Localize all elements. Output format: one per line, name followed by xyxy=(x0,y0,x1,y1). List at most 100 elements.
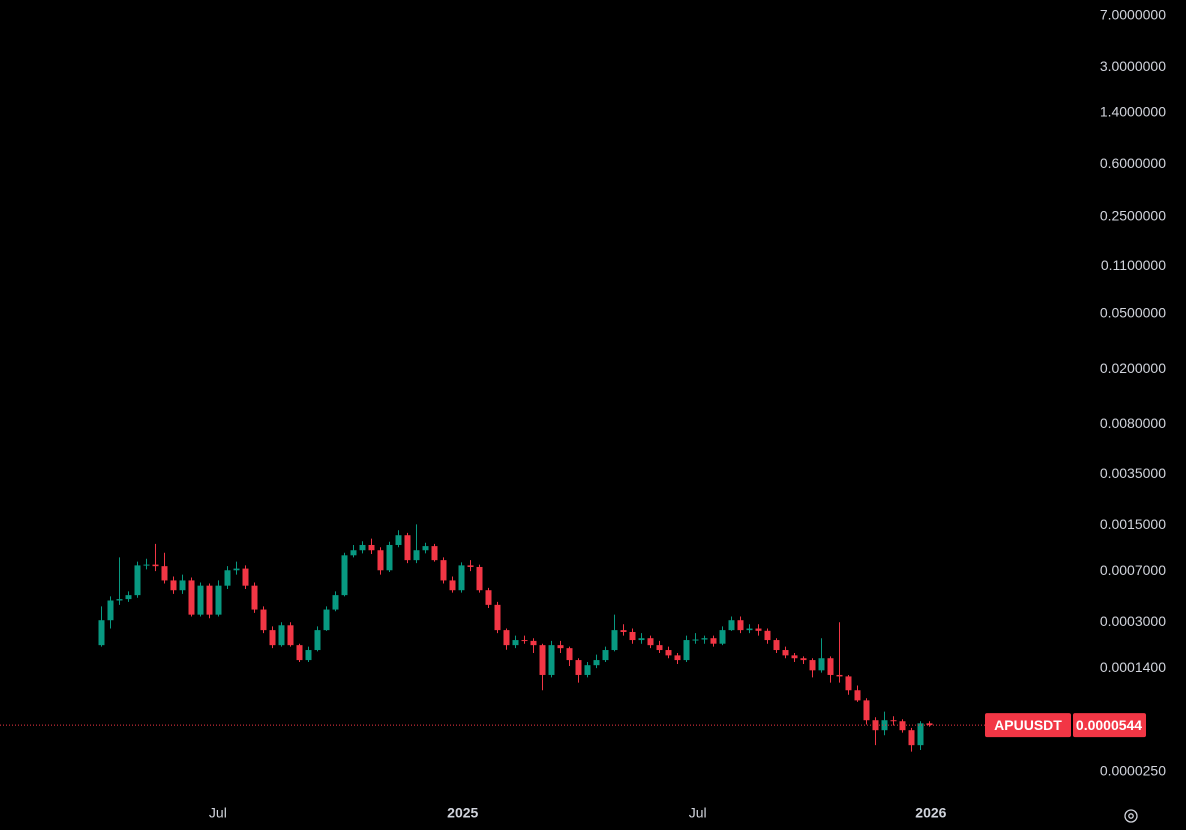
candle-body xyxy=(323,609,330,631)
y-tick-label: 0.0003000 xyxy=(1100,613,1166,629)
candle-body xyxy=(476,566,483,591)
candle-body xyxy=(530,640,537,646)
candle-body xyxy=(143,564,150,566)
candle-body xyxy=(116,599,123,601)
candle-body xyxy=(170,580,177,591)
candle-body xyxy=(701,638,708,640)
candle-body xyxy=(782,650,789,656)
candle-body xyxy=(377,550,384,571)
candle-body xyxy=(224,570,231,586)
candle-body xyxy=(449,580,456,591)
candle-body xyxy=(566,648,573,661)
candle-body xyxy=(98,620,105,646)
candle-body xyxy=(755,628,762,631)
candle-body xyxy=(719,630,726,644)
candle-body xyxy=(161,566,168,581)
candle-body xyxy=(314,630,321,651)
y-tick-label: 3.0000000 xyxy=(1100,58,1166,74)
y-tick-label: 0.0015000 xyxy=(1100,516,1166,532)
candle-body xyxy=(305,650,312,661)
candle-body xyxy=(791,655,798,659)
candle-body xyxy=(773,640,780,651)
candle-body xyxy=(152,564,159,567)
candle-body xyxy=(107,600,114,621)
x-tick-label: 2026 xyxy=(915,805,946,821)
y-tick-label: 0.0500000 xyxy=(1100,305,1166,321)
y-tick-label: 0.0000250 xyxy=(1100,763,1166,779)
candle-body xyxy=(656,645,663,651)
y-tick-label: 1.4000000 xyxy=(1100,104,1166,120)
candle-body xyxy=(539,645,546,675)
candle-body xyxy=(521,640,528,642)
candle-body xyxy=(197,585,204,615)
last-price-label: 0.0000544 xyxy=(1076,717,1142,733)
candle-body xyxy=(764,630,771,641)
candle-body xyxy=(602,650,609,661)
candle-body xyxy=(233,568,240,571)
candle-body xyxy=(710,638,717,644)
candle-body xyxy=(872,720,879,731)
x-tick-label: 2025 xyxy=(447,805,478,821)
candle-body xyxy=(584,665,591,675)
candle-body xyxy=(350,550,357,556)
candle-body xyxy=(494,604,501,631)
price-badge xyxy=(1073,713,1146,738)
candle-body xyxy=(395,535,402,545)
candle-body xyxy=(341,555,348,596)
candle-body xyxy=(386,544,393,571)
candle-body xyxy=(728,620,735,631)
candle-body xyxy=(215,585,222,615)
candle-body xyxy=(827,658,834,675)
candle-body xyxy=(809,660,816,671)
candle-body xyxy=(188,580,195,615)
candle-body xyxy=(899,721,906,731)
candle-body xyxy=(890,720,897,722)
candle-body xyxy=(368,544,375,551)
symbol-label: APUUSDT xyxy=(994,717,1062,733)
candle-body xyxy=(413,550,420,561)
candle-body xyxy=(242,568,249,586)
candle-body xyxy=(908,730,915,746)
candle-body xyxy=(917,723,924,746)
candle-body xyxy=(206,585,213,615)
settings-icon[interactable] xyxy=(1124,809,1138,823)
candle-body xyxy=(458,565,465,591)
x-tick-label: Jul xyxy=(209,805,227,821)
candle-body xyxy=(629,631,636,641)
candle-body xyxy=(647,638,654,646)
y-tick-label: 0.0080000 xyxy=(1100,415,1166,431)
candle-body xyxy=(134,565,141,596)
y-tick-label: 0.0007000 xyxy=(1100,562,1166,578)
candle-body xyxy=(260,609,267,631)
candle-body xyxy=(431,546,438,561)
candle-body xyxy=(296,645,303,661)
candle-body xyxy=(737,620,744,631)
y-tick-label: 7.0000000 xyxy=(1100,7,1166,23)
candle-body xyxy=(665,650,672,656)
x-tick-label: Jul xyxy=(689,805,707,821)
candle-body xyxy=(287,625,294,646)
candle-body xyxy=(548,645,555,675)
settings-core xyxy=(1128,813,1134,819)
candle-body xyxy=(926,723,933,726)
candle-body xyxy=(125,595,132,600)
candle-body xyxy=(422,546,429,551)
candle-body xyxy=(845,676,852,691)
candle-body xyxy=(512,640,519,646)
candle-body xyxy=(503,630,510,646)
settings-ring xyxy=(1124,809,1138,823)
candle-body xyxy=(683,640,690,661)
symbol-badge xyxy=(985,713,1071,738)
candle-body xyxy=(251,585,258,610)
candle-body xyxy=(692,639,699,641)
candle-body xyxy=(440,560,447,581)
candle-body xyxy=(278,625,285,646)
candle-body xyxy=(575,660,582,675)
y-tick-label: 0.2500000 xyxy=(1100,208,1166,224)
candle-body xyxy=(557,645,564,649)
candle-body xyxy=(746,628,753,631)
candle-body xyxy=(836,674,843,677)
y-tick-label: 0.0001400 xyxy=(1100,659,1166,675)
